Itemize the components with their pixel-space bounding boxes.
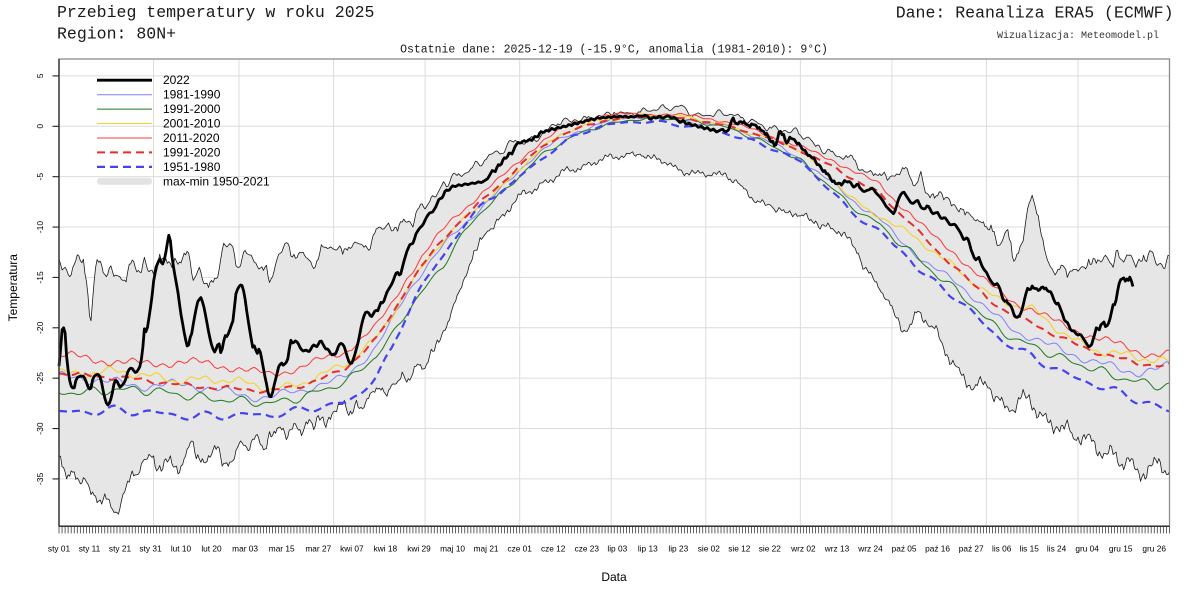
svg-text:wrz 02: wrz 02 [790,544,816,554]
svg-text:gru 15: gru 15 [1109,544,1133,554]
svg-text:lut 20: lut 20 [201,544,222,554]
svg-text:maj 10: maj 10 [440,544,465,554]
svg-text:lip 23: lip 23 [668,544,688,554]
svg-text:max-min 1950-2021: max-min 1950-2021 [163,174,270,188]
svg-text:5: 5 [35,73,45,78]
svg-text:sty 01: sty 01 [48,544,71,554]
svg-text:lip 03: lip 03 [607,544,627,554]
svg-text:-20: -20 [35,321,45,334]
svg-text:-10: -10 [35,221,45,234]
svg-text:1981-1990: 1981-1990 [163,88,221,102]
svg-text:kwi 07: kwi 07 [340,544,364,554]
svg-text:maj 21: maj 21 [474,544,499,554]
svg-text:1991-2020: 1991-2020 [163,145,221,159]
svg-text:sty 11: sty 11 [79,544,101,554]
svg-text:gru 04: gru 04 [1075,544,1099,554]
svg-text:wrz 13: wrz 13 [824,544,850,554]
svg-text:lis 06: lis 06 [992,544,1012,554]
svg-text:Wizualizacja: Meteomodel.pl: Wizualizacja: Meteomodel.pl [997,30,1159,42]
svg-text:Temperatura: Temperatura [6,254,20,322]
svg-text:kwi 18: kwi 18 [374,544,398,554]
svg-text:sie 02: sie 02 [698,544,721,554]
svg-text:-25: -25 [35,372,45,385]
svg-text:sie 22: sie 22 [759,544,782,554]
svg-text:Dane: Reanaliza ERA5 (ECMWF): Dane: Reanaliza ERA5 (ECMWF) [896,4,1174,23]
svg-text:-30: -30 [35,422,45,435]
svg-text:-35: -35 [35,473,45,486]
svg-text:gru 26: gru 26 [1142,544,1166,554]
svg-text:Region: 80N+: Region: 80N+ [57,25,176,44]
svg-text:1951-1980: 1951-1980 [163,160,221,174]
svg-text:cze 12: cze 12 [541,544,566,554]
svg-text:cze 01: cze 01 [507,544,532,554]
svg-text:sty 31: sty 31 [139,544,162,554]
svg-text:lis 15: lis 15 [1020,544,1040,554]
svg-text:paź 05: paź 05 [892,544,917,554]
svg-text:mar 15: mar 15 [269,544,295,554]
svg-text:sty 21: sty 21 [109,544,132,554]
svg-text:Przebieg temperatury w roku 20: Przebieg temperatury w roku 2025 [57,3,374,22]
svg-text:mar 27: mar 27 [305,544,331,554]
svg-text:sie 12: sie 12 [728,544,751,554]
svg-text:wrz 24: wrz 24 [857,544,883,554]
svg-text:2022: 2022 [163,73,190,87]
svg-text:2011-2020: 2011-2020 [163,131,220,145]
svg-text:mar 03: mar 03 [232,544,258,554]
svg-text:Data: Data [601,570,627,584]
svg-text:cze 23: cze 23 [575,544,600,554]
svg-text:lis 24: lis 24 [1047,544,1067,554]
svg-text:lip 13: lip 13 [638,544,658,554]
svg-text:2001-2010: 2001-2010 [163,117,221,131]
svg-text:kwi 29: kwi 29 [407,544,431,554]
svg-text:paź 16: paź 16 [925,544,950,554]
svg-text:paź 27: paź 27 [959,544,984,554]
svg-text:Ostatnie dane: 2025-12-19 (-15: Ostatnie dane: 2025-12-19 (-15.9°C, anom… [400,44,828,57]
svg-text:-15: -15 [35,271,45,284]
svg-text:lut 10: lut 10 [171,544,192,554]
svg-text:1991-2000: 1991-2000 [163,102,221,116]
svg-text:-5: -5 [35,173,45,181]
svg-text:0: 0 [35,124,45,129]
